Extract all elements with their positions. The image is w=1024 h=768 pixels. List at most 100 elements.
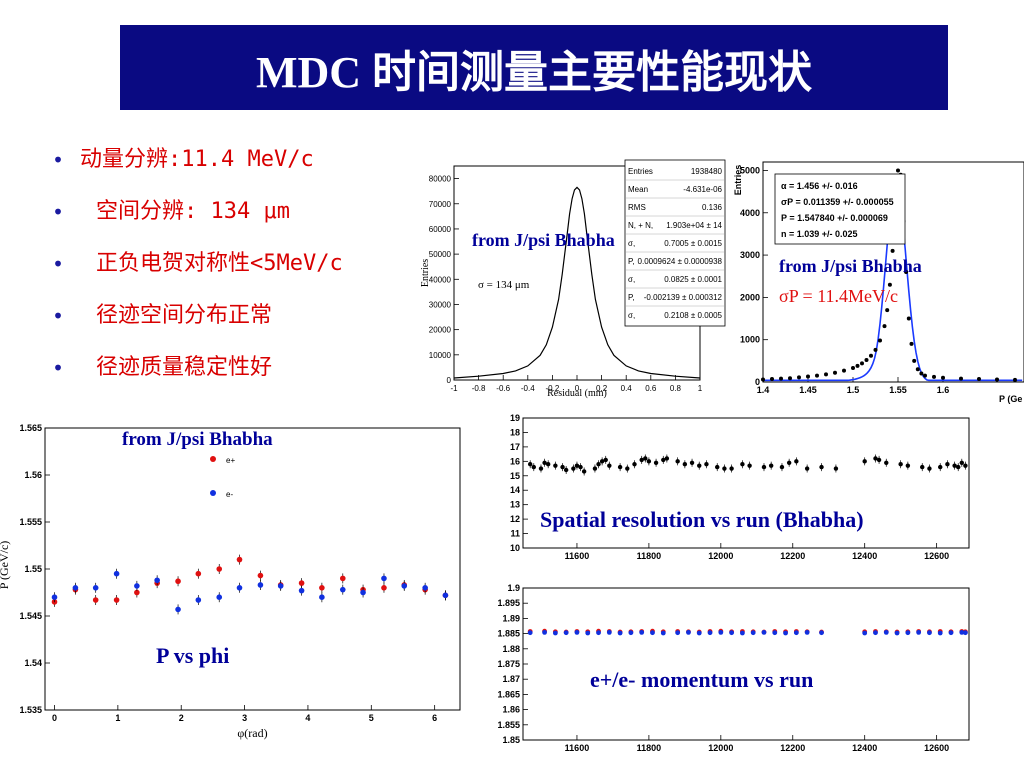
data-point <box>905 463 911 468</box>
data-point <box>862 459 867 464</box>
data-point <box>675 459 680 464</box>
data-point <box>804 466 810 471</box>
data-point <box>864 358 869 362</box>
stats-key: Entries <box>628 167 653 176</box>
data-point <box>686 629 691 635</box>
bullet-item: • 空间分辨: 134 μm <box>52 192 412 244</box>
data-point <box>932 374 936 379</box>
data-point <box>704 462 709 467</box>
p-vs-phi-chart-svg: 0 1 2 3 4 5 6 1.535 1.54 1.545 1.55 1.555 1.56 1.565 φ… <box>0 423 461 740</box>
y-tick-label: 1.885 <box>497 629 520 639</box>
bullet-text: 径迹空间分布正常 <box>96 303 273 328</box>
x-tick-label: 12000 <box>708 551 733 561</box>
data-point <box>952 463 957 468</box>
residual-inset-text: σ = 134 μm <box>478 279 530 291</box>
y-tick-label: 2000 <box>740 292 760 302</box>
data-point <box>581 469 587 474</box>
data-point <box>606 629 612 635</box>
data-point <box>401 583 408 589</box>
data-point <box>937 630 943 636</box>
y-tick-label: 70000 <box>429 200 452 209</box>
data-point <box>956 464 961 470</box>
phi-caption: P vs phi <box>156 643 230 668</box>
stats-key: σ, <box>628 239 635 248</box>
fit-stat: α = 1.456 +/- 0.016 <box>781 181 858 191</box>
data-point <box>571 466 576 471</box>
data-point <box>878 338 882 343</box>
data-point <box>919 371 924 376</box>
bullet-dot-icon: • <box>52 148 65 172</box>
residual-annotation: from J/psi Bhabha <box>472 230 615 250</box>
data-point <box>195 597 202 603</box>
data-point <box>869 353 873 358</box>
data-point <box>779 464 785 470</box>
fit-stat: P = 1.547840 +/- 0.000069 <box>781 213 888 223</box>
bullet-text: 空间分辨: 134 μm <box>96 199 290 224</box>
y-tick-label: 1.88 <box>502 644 520 654</box>
data-point <box>851 366 855 371</box>
data-point <box>761 464 767 470</box>
data-point <box>890 248 895 253</box>
data-point <box>772 630 778 636</box>
data-point <box>552 630 558 636</box>
title-bar: MDC 时间测量主要性能现状 <box>120 25 948 110</box>
y-axis-label: Entries <box>420 259 431 287</box>
data-point <box>768 463 774 468</box>
fit-stat: σP = 0.011359 +/- 0.000055 <box>781 197 894 207</box>
data-point <box>607 463 612 468</box>
data-point <box>422 585 428 591</box>
data-point <box>632 462 637 467</box>
y-tick-label: 1.865 <box>497 689 520 699</box>
x-tick-label: 12200 <box>780 743 805 753</box>
x-tick-label: 1.4 <box>757 385 770 395</box>
data-point <box>945 462 950 467</box>
data-point <box>941 375 945 380</box>
data-point <box>833 466 839 471</box>
x-tick-label: 11600 <box>565 551 590 561</box>
legend-marker <box>210 456 216 462</box>
fit-stats-box <box>774 173 906 245</box>
data-point <box>873 347 878 352</box>
y-tick-label: 1.545 <box>19 611 42 621</box>
data-point <box>1013 377 1017 382</box>
bullet-item: • 径迹质量稳定性好 <box>52 348 412 400</box>
y-tick-label: 1.86 <box>502 705 520 715</box>
x-tick-label: 3 <box>242 713 247 723</box>
momentum-peak-chart-svg: 1.4 1.45 1.5 1.55 1.6 0 1000 2000 3000 4000 5000En… <box>733 161 1024 404</box>
data-point <box>905 630 911 636</box>
data-point <box>650 630 655 636</box>
y-tick-label: 11 <box>510 529 520 539</box>
data-point <box>873 456 878 461</box>
data-point <box>531 464 536 470</box>
p-vs-phi-chart: 0 1 2 3 4 5 6 1.535 1.54 1.545 1.55 1.555 1.56 1.565 φ… <box>0 415 470 745</box>
data-point <box>643 456 648 461</box>
data-point <box>538 466 544 471</box>
data-point <box>154 577 160 584</box>
x-tick-label: 1 <box>698 384 703 393</box>
data-point <box>675 630 681 636</box>
residual-curve <box>453 186 701 379</box>
peak-annotation: from J/psi Bhabha <box>779 256 922 276</box>
data-point <box>729 630 735 636</box>
data-point <box>882 324 887 329</box>
stats-key: P, <box>628 257 635 266</box>
data-point <box>729 466 734 471</box>
x-tick-label: 0.2 <box>596 384 608 393</box>
data-point <box>653 460 659 465</box>
data-point <box>855 363 860 368</box>
mrun-caption: e+/e- momentum vs run <box>590 667 814 692</box>
x-tick-label: 0 <box>575 384 580 393</box>
data-point <box>887 282 892 287</box>
y-axis-label: P (GeV/c) <box>0 541 11 590</box>
stats-value: 1.903e+04 ± 14 <box>666 221 722 230</box>
data-point <box>959 460 965 465</box>
bullet-list: • 动量分辨:11.4 MeV/c • 空间分辨: 134 μm • 正负电贺对称性<… <box>52 140 412 400</box>
data-point <box>898 462 903 467</box>
y-tick-label: 1.855 <box>497 720 520 730</box>
y-tick-label: 12 <box>510 514 520 524</box>
y-tick-label: 80000 <box>429 175 452 184</box>
data-point <box>72 585 79 591</box>
data-point <box>545 462 551 467</box>
data-point <box>884 460 889 465</box>
stats-value: 0.2108 ± 0.0005 <box>664 311 722 320</box>
